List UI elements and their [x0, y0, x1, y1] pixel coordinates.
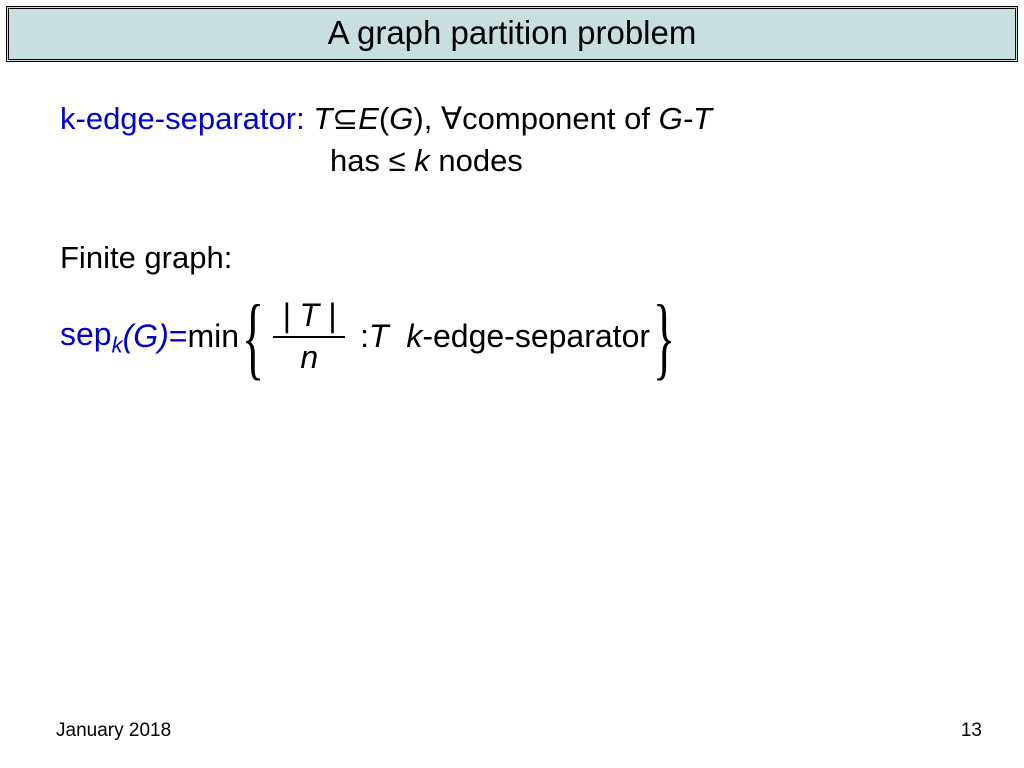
title-bar: A graph partition problem: [6, 6, 1018, 62]
has-leq: has ≤: [330, 143, 414, 178]
formula-T: T: [369, 315, 389, 358]
var-T: T: [313, 101, 332, 136]
formula-G: (G): [123, 315, 169, 358]
lparen: (: [379, 101, 389, 136]
formula-eq: =: [169, 315, 188, 358]
definition-block: k-edge-separator: T⊆E(G), ∀component of …: [60, 98, 984, 182]
formula-rest: -edge-separator: [422, 315, 650, 358]
nodes-word: nodes: [430, 143, 523, 178]
var-G: G: [389, 101, 413, 136]
definition-line-2: has ≤ k nodes: [60, 140, 984, 182]
definition-line-1: k-edge-separator: T⊆E(G), ∀component of …: [60, 98, 984, 140]
formula-k: k: [406, 315, 422, 358]
formula-colon: :: [351, 315, 369, 358]
var-k: k: [414, 143, 430, 178]
footer: January 2018 13: [0, 720, 1024, 742]
formula: sepk (G) = min { | T | n : T k -edge-sep…: [60, 291, 984, 383]
subset-symbol: ⊆: [332, 101, 358, 136]
formula-min: min: [187, 315, 239, 358]
footer-date: January 2018: [56, 720, 171, 742]
fraction-numerator: | T |: [276, 298, 342, 333]
fraction-denominator: n: [294, 340, 324, 375]
fraction-bar: [273, 336, 345, 338]
sep-text: sep: [60, 316, 112, 352]
slide-title: A graph partition problem: [328, 14, 697, 51]
content-area: k-edge-separator: T⊆E(G), ∀component of …: [0, 62, 1024, 383]
footer-page-number: 13: [961, 720, 982, 742]
var-E: E: [358, 101, 379, 136]
def-tail: , ∀component of: [424, 101, 659, 136]
formula-sep: sepk: [60, 313, 123, 360]
brace-right: }: [653, 291, 675, 383]
definition-term: k-edge-separator:: [60, 101, 305, 136]
section-label: Finite graph:: [60, 237, 984, 279]
rparen: ): [413, 101, 423, 136]
formula-space: [389, 315, 407, 358]
var-G-minus-T: G-T: [659, 101, 712, 136]
sep-sub-k: k: [112, 332, 123, 357]
brace-left: {: [242, 291, 264, 383]
fraction: | T | n: [273, 298, 345, 374]
